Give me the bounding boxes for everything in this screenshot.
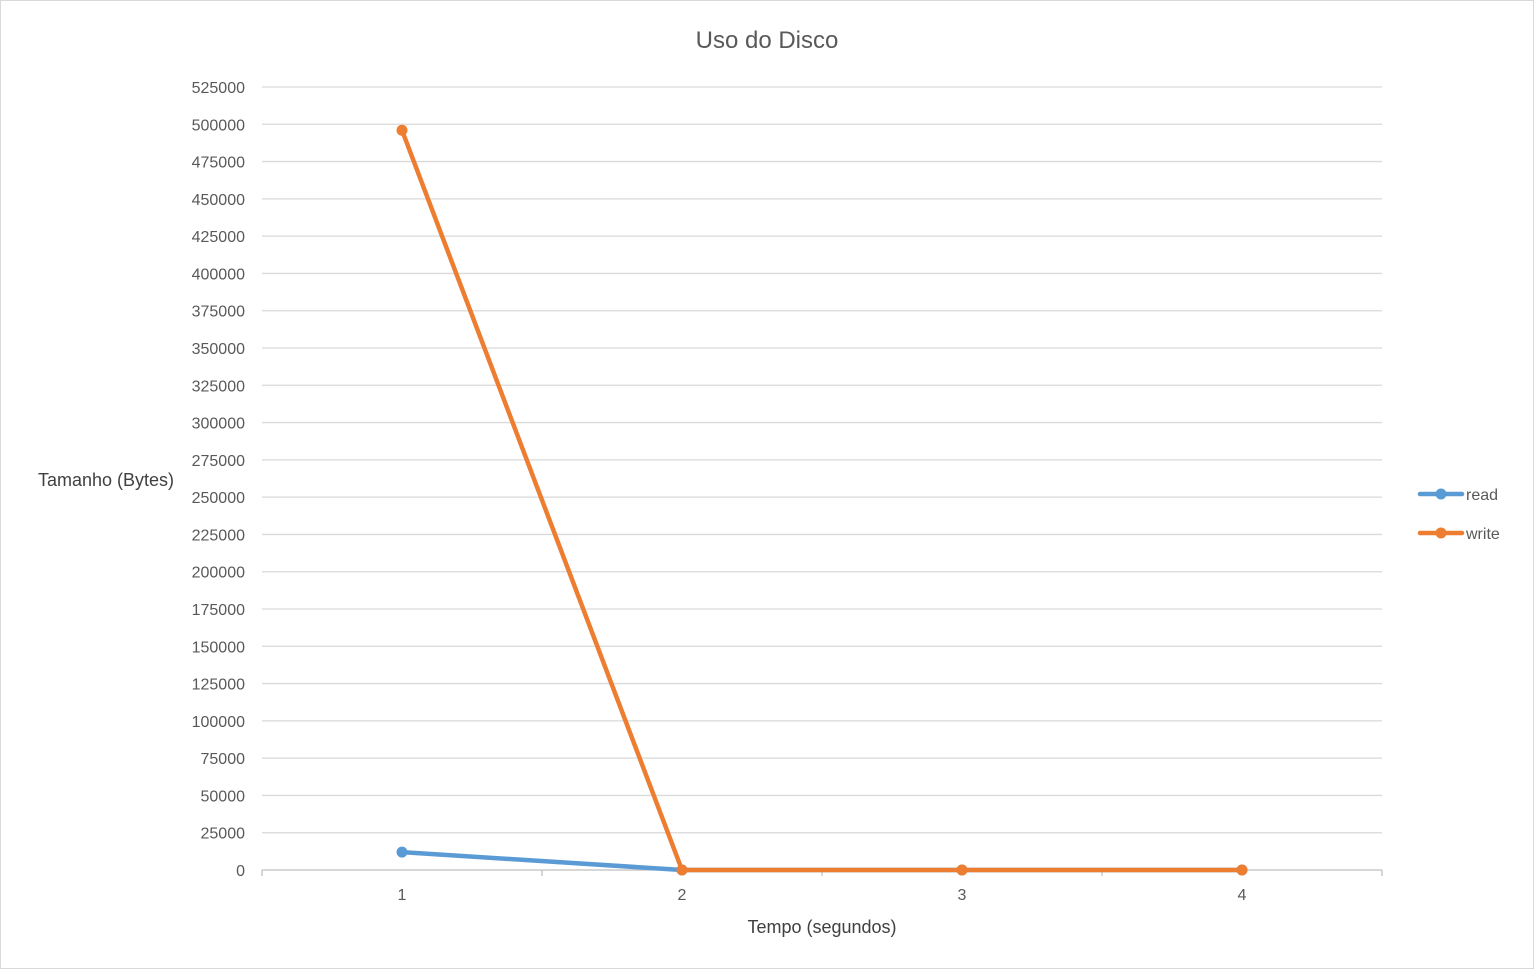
data-point bbox=[676, 864, 688, 876]
y-tick-label: 200000 bbox=[192, 565, 245, 582]
legend-label: write bbox=[1465, 526, 1500, 543]
y-tick-label: 325000 bbox=[192, 378, 245, 395]
y-tick-label: 525000 bbox=[192, 80, 245, 97]
y-tick-label: 225000 bbox=[192, 527, 245, 544]
data-point bbox=[956, 864, 968, 876]
y-tick-label: 350000 bbox=[192, 341, 245, 358]
legend-item-read: read bbox=[1417, 487, 1498, 504]
data-point bbox=[1236, 864, 1248, 876]
y-tick-label: 425000 bbox=[192, 229, 245, 246]
legend-swatch-marker bbox=[1435, 527, 1447, 539]
gridlines bbox=[262, 86, 1382, 834]
x-axis-title: Tempo (segundos) bbox=[747, 917, 896, 937]
y-tick-label: 150000 bbox=[192, 639, 245, 656]
series-write bbox=[396, 124, 1248, 876]
plot-series bbox=[396, 124, 1248, 876]
y-tick-label: 450000 bbox=[192, 192, 245, 209]
data-point bbox=[396, 124, 408, 136]
data-point bbox=[396, 846, 408, 858]
y-tick-label: 400000 bbox=[192, 266, 245, 283]
x-axis-ticks: 1 2 3 4 bbox=[398, 887, 1247, 904]
y-tick-label: 250000 bbox=[192, 490, 245, 507]
y-tick-label: 475000 bbox=[192, 155, 245, 172]
series-line bbox=[399, 128, 1245, 873]
y-tick-label: 100000 bbox=[192, 714, 245, 731]
y-tick-label: 175000 bbox=[192, 602, 245, 619]
legend: read write bbox=[1417, 487, 1500, 543]
y-tick-label: 125000 bbox=[192, 677, 245, 694]
legend-item-write: write bbox=[1417, 526, 1500, 543]
chart-title: Uso do Disco bbox=[696, 27, 839, 54]
x-tick-label: 3 bbox=[958, 887, 967, 904]
series-line bbox=[399, 849, 1245, 873]
y-tick-label: 0 bbox=[236, 863, 245, 880]
y-tick-label: 500000 bbox=[192, 117, 245, 134]
y-tick-label: 375000 bbox=[192, 304, 245, 321]
y-tick-label: 300000 bbox=[192, 416, 245, 433]
y-tick-label: 50000 bbox=[201, 788, 246, 805]
legend-label: read bbox=[1466, 487, 1498, 504]
y-tick-label: 25000 bbox=[201, 826, 246, 843]
y-tick-label: 275000 bbox=[192, 453, 245, 470]
x-tick-label: 1 bbox=[398, 887, 407, 904]
x-tick-label: 2 bbox=[678, 887, 687, 904]
y-axis-ticks: 0 25000 50000 75000 100000 125000 150000 175000… bbox=[192, 80, 245, 880]
y-tick-label: 75000 bbox=[201, 751, 246, 768]
y-axis-title: Tamanho (Bytes) bbox=[38, 470, 174, 490]
x-tick-label: 4 bbox=[1238, 887, 1247, 904]
legend-swatch-marker bbox=[1435, 488, 1447, 500]
